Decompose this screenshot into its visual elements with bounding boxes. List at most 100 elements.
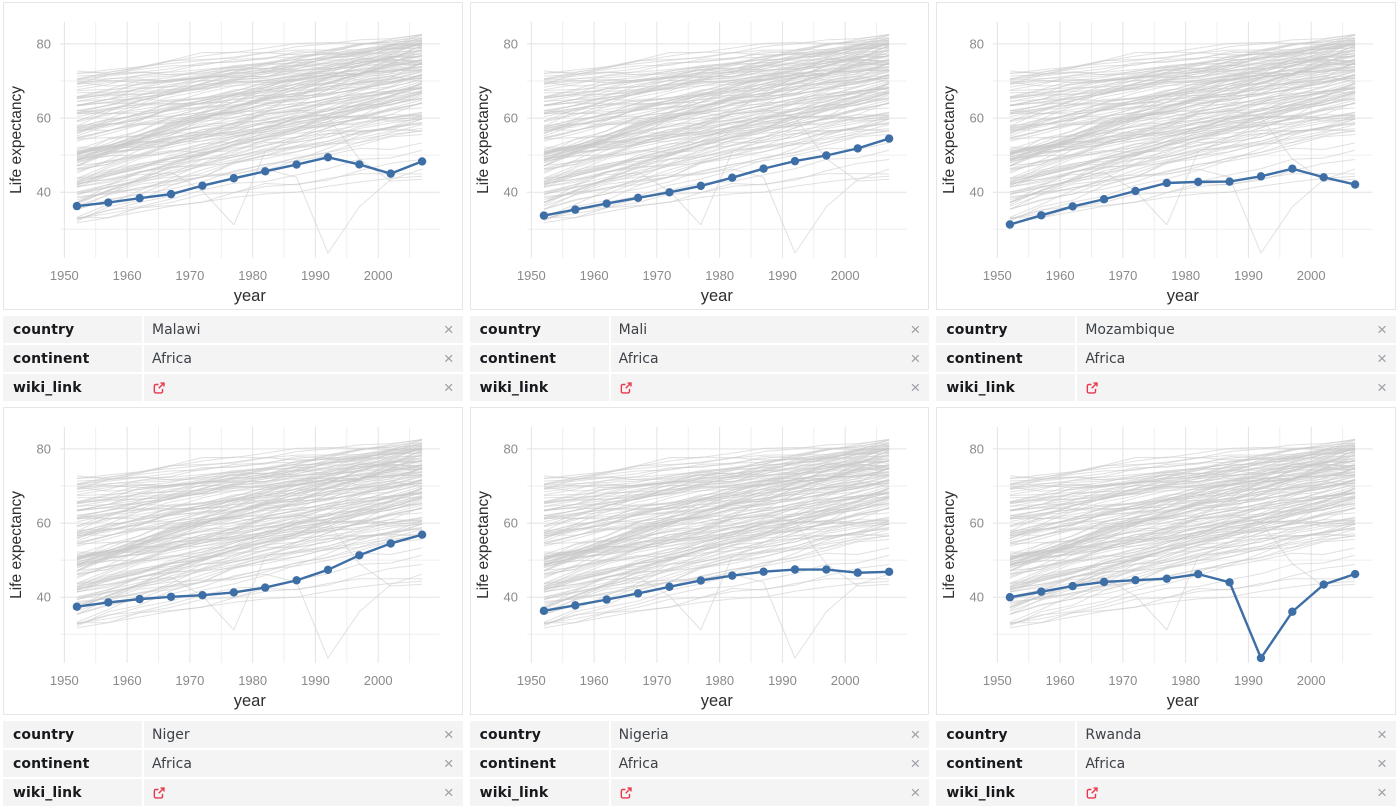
svg-text:1970: 1970 (175, 673, 204, 688)
field-value-country: Mozambique (1085, 321, 1175, 338)
field-value-country: Malawi (152, 321, 201, 338)
field-key-continent: continent (3, 750, 142, 777)
svg-text:1960: 1960 (579, 268, 608, 283)
field-key-continent: continent (3, 345, 142, 372)
panel-malawi: 40 60 80 1950 1960 1970 1980 1990 2000 year Life e… (0, 0, 467, 405)
svg-text:1960: 1960 (579, 673, 608, 688)
close-icon[interactable]: × (1377, 320, 1387, 339)
close-icon[interactable]: × (443, 783, 454, 802)
close-icon[interactable]: × (443, 725, 454, 744)
close-icon[interactable]: × (1377, 725, 1387, 744)
field-key-country: country (936, 316, 1076, 343)
close-icon[interactable]: × (443, 378, 454, 397)
external-link-icon[interactable] (619, 786, 633, 800)
svg-text:1950: 1950 (50, 673, 79, 688)
panel-rwanda: 40 60 80 1950 1960 1970 1980 1990 2000 year Life e… (933, 405, 1400, 810)
svg-text:1990: 1990 (1234, 268, 1263, 283)
table-row-wiki-link: wiki_link × (936, 779, 1396, 806)
svg-text:1950: 1950 (50, 268, 79, 283)
close-icon[interactable]: × (910, 725, 921, 744)
svg-text:1970: 1970 (1109, 268, 1138, 283)
close-icon[interactable]: × (910, 754, 921, 773)
svg-text:Life expectancy: Life expectancy (8, 491, 25, 599)
svg-text:60: 60 (37, 111, 51, 126)
record-table: country Malawi × continent Africa × wiki… (3, 316, 463, 401)
chart-nigeria: 40 60 80 1950 1960 1970 1980 1990 2000 year Life e… (469, 407, 930, 715)
field-value-country: Nigeria (618, 726, 669, 743)
external-link-icon[interactable] (619, 381, 633, 395)
svg-text:1990: 1990 (1234, 673, 1263, 688)
svg-text:Life expectancy: Life expectancy (941, 491, 958, 599)
svg-text:Life expectancy: Life expectancy (475, 491, 492, 599)
field-value-country: Mali (618, 321, 648, 338)
svg-text:1980: 1980 (705, 673, 734, 688)
field-value-country: Rwanda (1085, 726, 1142, 743)
table-row-wiki-link: wiki_link × (3, 779, 463, 806)
table-row-wiki-link: wiki_link × (469, 374, 930, 401)
external-link-icon[interactable] (152, 381, 166, 395)
panel-mozambique: 40 60 80 1950 1960 1970 1980 1990 2000 year Life e… (933, 0, 1400, 405)
chart-niger: 40 60 80 1950 1960 1970 1980 1990 2000 year Life e… (3, 407, 463, 715)
field-key-country: country (936, 721, 1076, 748)
svg-text:1990: 1990 (301, 673, 330, 688)
svg-text:Life expectancy: Life expectancy (475, 86, 492, 194)
field-key-continent: continent (469, 345, 609, 372)
table-row-continent: continent Africa × (936, 345, 1396, 372)
chart-malawi: 40 60 80 1950 1960 1970 1980 1990 2000 year Life e… (3, 2, 463, 310)
close-icon[interactable]: × (1377, 783, 1387, 802)
svg-text:1960: 1960 (1046, 268, 1075, 283)
close-icon[interactable]: × (910, 320, 921, 339)
table-row-wiki-link: wiki_link × (3, 374, 463, 401)
svg-text:1980: 1980 (238, 673, 267, 688)
life-expectancy-chart-svg: 40 60 80 1950 1960 1970 1980 1990 2000 year Life e… (941, 22, 1374, 305)
field-key-continent: continent (936, 345, 1076, 372)
svg-text:40: 40 (970, 590, 984, 605)
svg-text:1980: 1980 (1172, 673, 1201, 688)
svg-text:1960: 1960 (113, 268, 142, 283)
table-row-country: country Niger × (3, 721, 463, 748)
field-key-wiki-link: wiki_link (3, 779, 142, 806)
table-row-wiki-link: wiki_link × (469, 779, 930, 806)
svg-text:year: year (1167, 286, 1200, 305)
close-icon[interactable]: × (443, 754, 454, 773)
svg-text:2000: 2000 (1297, 268, 1326, 283)
field-key-wiki-link: wiki_link (469, 779, 609, 806)
svg-text:1980: 1980 (1172, 268, 1201, 283)
svg-text:year: year (700, 691, 733, 710)
close-icon[interactable]: × (1377, 349, 1387, 368)
close-icon[interactable]: × (910, 378, 921, 397)
field-key-country: country (469, 316, 609, 343)
close-icon[interactable]: × (1377, 378, 1387, 397)
svg-text:1990: 1990 (768, 268, 797, 283)
field-key-continent: continent (469, 750, 609, 777)
close-icon[interactable]: × (1377, 754, 1387, 773)
svg-text:80: 80 (503, 36, 517, 51)
field-value-country: Niger (152, 726, 190, 743)
svg-text:40: 40 (503, 590, 517, 605)
close-icon[interactable]: × (910, 349, 921, 368)
external-link-icon[interactable] (152, 786, 166, 800)
life-expectancy-chart-svg: 40 60 80 1950 1960 1970 1980 1990 2000 year Life e… (8, 22, 440, 305)
svg-text:Life expectancy: Life expectancy (8, 86, 25, 194)
external-link-icon[interactable] (1085, 381, 1099, 395)
record-table: country Nigeria × continent Africa × wik… (469, 721, 930, 806)
field-key-wiki-link: wiki_link (936, 779, 1076, 806)
svg-text:40: 40 (503, 185, 517, 200)
external-link-icon[interactable] (1085, 786, 1099, 800)
table-row-country: country Mali × (469, 316, 930, 343)
table-row-continent: continent Africa × (469, 345, 930, 372)
panel-nigeria: 40 60 80 1950 1960 1970 1980 1990 2000 year Life e… (467, 405, 934, 810)
life-expectancy-chart-svg: 40 60 80 1950 1960 1970 1980 1990 2000 year Life e… (475, 427, 907, 710)
field-key-wiki-link: wiki_link (936, 374, 1076, 401)
chart-mozambique: 40 60 80 1950 1960 1970 1980 1990 2000 year Life e… (936, 2, 1396, 310)
close-icon[interactable]: × (443, 349, 454, 368)
table-row-country: country Nigeria × (469, 721, 930, 748)
field-value-continent: Africa (618, 350, 659, 367)
close-icon[interactable]: × (910, 783, 921, 802)
svg-text:40: 40 (37, 590, 51, 605)
record-table: country Mozambique × continent Africa × … (936, 316, 1396, 401)
svg-text:1960: 1960 (113, 673, 142, 688)
close-icon[interactable]: × (443, 320, 454, 339)
svg-text:1980: 1980 (705, 268, 734, 283)
